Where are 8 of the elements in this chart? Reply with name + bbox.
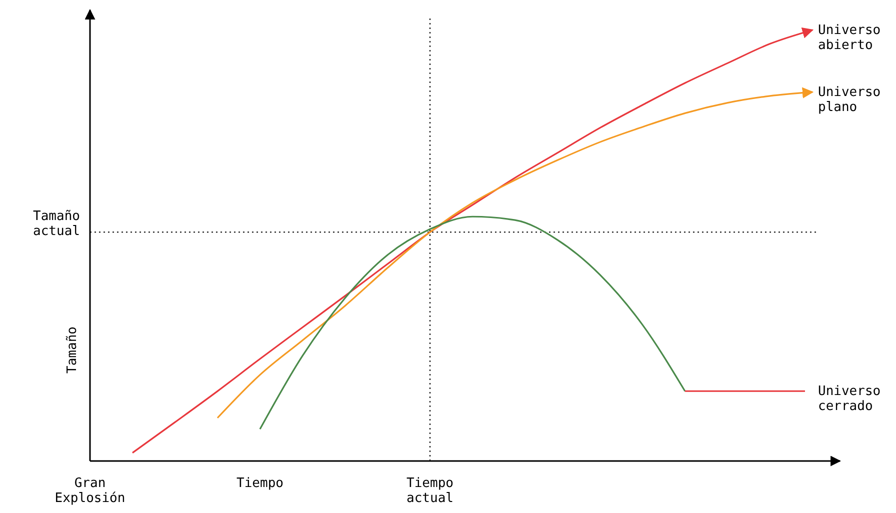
x-tick-label: Tiempo actual [406,476,454,506]
x-tick-label: Gran Explosión [54,476,126,506]
text: Universo cerrado [818,384,881,414]
series-label: Universo plano [818,85,881,116]
series-label: Universo abierto [818,23,881,53]
ref-line-label: Tamaño actual [33,209,80,240]
y-axis-title: Tamaño [65,326,80,374]
x-tick-label: Tiempo [236,476,284,491]
